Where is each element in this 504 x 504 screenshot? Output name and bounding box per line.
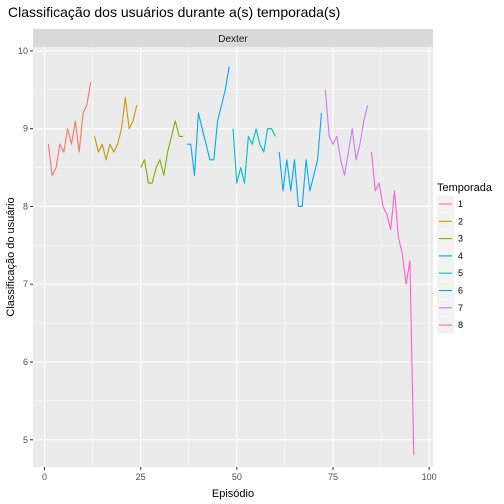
legend: 1 2 3 4 5 6 7 8 bbox=[437, 195, 463, 334]
legend-label-7: 7 bbox=[458, 303, 463, 313]
legend-label-6: 6 bbox=[458, 286, 463, 296]
series-line-2 bbox=[93, 97, 138, 161]
x-axis-label: Episódio bbox=[212, 488, 254, 500]
grid-lines bbox=[33, 47, 433, 467]
y-tick-label: 6 bbox=[23, 357, 28, 367]
y-tick-label: 7 bbox=[23, 279, 28, 289]
series-line-5 bbox=[232, 128, 276, 184]
series-line-8 bbox=[370, 151, 415, 456]
legend-label-3: 3 bbox=[458, 234, 463, 244]
legend-label-2: 2 bbox=[458, 216, 463, 226]
x-axis-ticks: 0 25 50 75 100 bbox=[42, 467, 437, 482]
x-tick-label: 75 bbox=[328, 472, 338, 482]
x-tick-label: 100 bbox=[422, 472, 437, 482]
facet-strip bbox=[33, 29, 433, 47]
y-axis-ticks: 5 6 7 8 9 10 bbox=[18, 46, 33, 445]
y-tick-label: 8 bbox=[23, 201, 28, 211]
x-tick-label: 0 bbox=[42, 472, 47, 482]
series-line-1 bbox=[47, 81, 92, 176]
series-lines bbox=[47, 66, 415, 456]
series-line-3 bbox=[140, 120, 183, 184]
series-line-4 bbox=[186, 66, 230, 176]
series-line-7 bbox=[324, 89, 369, 176]
legend-label-4: 4 bbox=[458, 251, 463, 261]
series-line-6 bbox=[278, 113, 323, 207]
facet-label: Dexter bbox=[218, 34, 248, 45]
chart-title: Classificação dos usuários durante a(s) … bbox=[8, 4, 340, 20]
x-tick-label: 25 bbox=[136, 472, 146, 482]
legend-title: Temporada bbox=[437, 182, 493, 194]
y-tick-label: 10 bbox=[18, 46, 28, 56]
legend-label-1: 1 bbox=[458, 199, 463, 209]
legend-label-5: 5 bbox=[458, 268, 463, 278]
plot-panel bbox=[33, 47, 433, 467]
y-axis-label: Classificação do usuário bbox=[5, 197, 17, 316]
y-tick-label: 9 bbox=[23, 124, 28, 134]
legend-label-8: 8 bbox=[458, 320, 463, 330]
x-tick-label: 50 bbox=[232, 472, 242, 482]
y-tick-label: 5 bbox=[23, 435, 28, 445]
